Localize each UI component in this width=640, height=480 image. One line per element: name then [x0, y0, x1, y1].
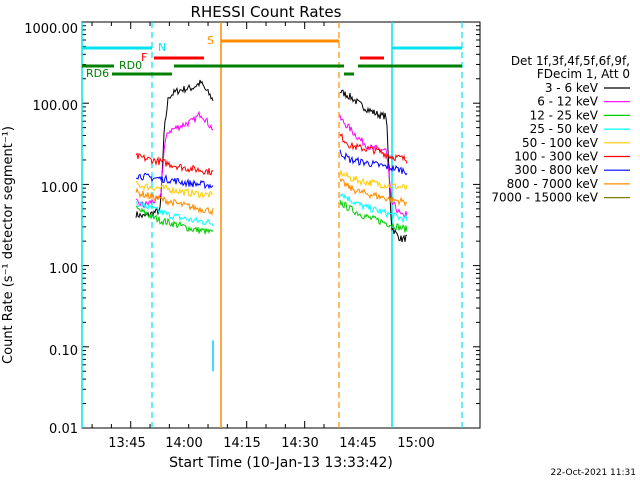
legend-entry-label: 12 - 25 keV [530, 108, 599, 122]
y-tick-label: 0.10 [49, 344, 78, 359]
legend-header-line: Det 1f,3f,4f,5f,6f,9f, [511, 54, 630, 68]
series-line [339, 89, 408, 243]
series-line [339, 132, 408, 164]
x-tick-label: 14:45 [339, 436, 376, 451]
legend-entry-label: 6 - 12 keV [537, 95, 599, 109]
x-axis-label: Start Time (10-Jan-13 13:33:42) [169, 455, 393, 471]
y-tick-label: 1000.00 [24, 22, 78, 37]
x-tick-label: 14:30 [281, 436, 318, 451]
legend-header-line: FDecim 1, Att 0 [537, 67, 630, 81]
series-line [136, 172, 214, 190]
rd0-label: RD0 [119, 59, 142, 72]
legend-entry-label: 25 - 50 keV [530, 122, 599, 136]
legend-entry-label: 3 - 6 keV [545, 81, 599, 95]
status-bars: N F S RD0 RD6 [82, 34, 462, 80]
x-tick-label: 14:00 [165, 436, 202, 451]
series-line [339, 170, 408, 190]
series-line [135, 205, 214, 235]
saa-label: S [207, 34, 214, 47]
series-line [339, 178, 408, 207]
x-tick-label: 15:00 [397, 436, 434, 451]
night-label: N [158, 41, 166, 54]
flare-label: F [141, 51, 147, 64]
y-tick-label: 0.01 [49, 422, 78, 437]
x-tick-label: 13:45 [108, 436, 145, 451]
date-stamp: 22-Oct-2021 11:31 [551, 468, 636, 478]
legend-entry-label: 7000 - 15000 keV [491, 191, 598, 205]
legend: Det 1f,3f,4f,5f,6f,9f, FDecim 1, Att 0 3… [491, 54, 630, 205]
y-tick-label: 100.00 [33, 99, 79, 114]
series-line [135, 152, 214, 176]
legend-entry-label: 300 - 800 keV [514, 163, 598, 177]
time-markers [81, 22, 463, 428]
series-line [135, 201, 214, 227]
series-line [135, 79, 214, 219]
series-line [339, 149, 408, 176]
series-line [135, 110, 214, 209]
series-line [135, 187, 214, 217]
series-line [339, 114, 408, 219]
legend-entry-label: 100 - 300 keV [514, 150, 598, 164]
plot-frame [81, 21, 481, 429]
x-axis: 13:45 14:00 14:15 14:30 14:45 15:00 [91, 22, 435, 451]
y-tick-label: 1.00 [49, 262, 78, 277]
legend-entry-label: 800 - 7000 keV [507, 177, 599, 191]
series-line [135, 180, 214, 199]
series-line [339, 199, 408, 233]
rd6-label: RD6 [86, 67, 109, 80]
chart-title: RHESSI Count Rates [191, 3, 342, 21]
y-tick-label: 10.00 [41, 181, 78, 196]
series-line [339, 192, 408, 223]
x-tick-label: 14:15 [223, 436, 260, 451]
y-axis-label: Count Rate (s⁻¹ detector segment⁻¹) [1, 126, 16, 364]
y-axis: 1000.00 100.00 10.00 1.00 0.10 0.01 [24, 21, 480, 437]
legend-entry-label: 50 - 100 keV [522, 136, 599, 150]
data-series [135, 79, 408, 372]
